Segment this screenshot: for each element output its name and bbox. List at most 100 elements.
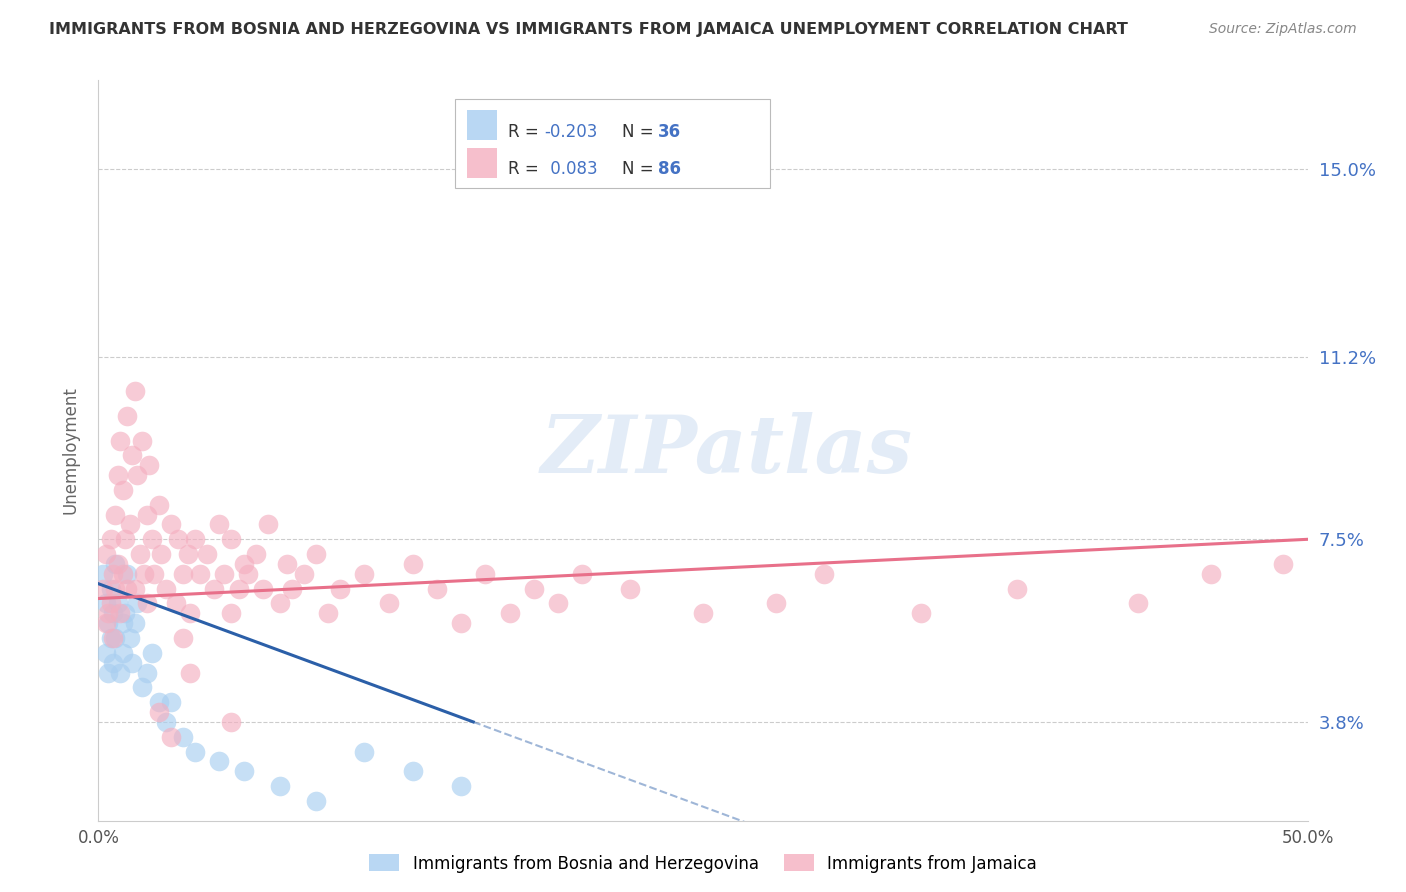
Point [450, 779, 472, 793]
Point [1128, 597, 1150, 611]
FancyBboxPatch shape [467, 148, 498, 178]
Point [179, 665, 201, 680]
Point [100, 582, 122, 596]
Point [523, 582, 546, 596]
Point [111, 483, 134, 497]
Point [160, 517, 183, 532]
Text: 0.083: 0.083 [544, 161, 598, 178]
Point [91, 566, 114, 581]
Point [94, 547, 117, 561]
Point [124, 616, 146, 631]
Point [121, 656, 143, 670]
Point [108, 607, 131, 621]
Point [165, 597, 187, 611]
Point [160, 730, 183, 744]
Legend: Immigrants from Bosnia and Herzegovina, Immigrants from Jamaica: Immigrants from Bosnia and Herzegovina, … [363, 847, 1043, 880]
Point [160, 695, 183, 709]
Point [232, 764, 254, 779]
Point [148, 498, 170, 512]
Point [118, 517, 141, 532]
Point [134, 566, 156, 581]
Point [228, 582, 250, 596]
Point [101, 656, 124, 670]
Point [177, 547, 200, 561]
Point [94, 646, 117, 660]
Point [108, 434, 131, 448]
Point [252, 582, 274, 596]
Point [221, 714, 243, 729]
Point [135, 665, 157, 680]
Text: 36: 36 [658, 123, 682, 141]
Point [402, 764, 425, 779]
Point [111, 646, 134, 660]
Y-axis label: Unemployment: Unemployment [62, 386, 80, 515]
Point [101, 607, 124, 621]
Point [316, 607, 339, 621]
Point [101, 566, 124, 581]
Point [474, 566, 496, 581]
Point [172, 631, 194, 645]
Point [353, 566, 375, 581]
Point [619, 582, 641, 596]
Point [94, 616, 117, 631]
Point [184, 533, 207, 547]
Point [212, 566, 235, 581]
Point [117, 409, 139, 423]
Point [155, 582, 177, 596]
Point [100, 597, 122, 611]
FancyBboxPatch shape [467, 110, 498, 139]
Point [121, 449, 143, 463]
Point [143, 566, 166, 581]
Point [571, 566, 593, 581]
Point [117, 566, 139, 581]
Point [172, 566, 194, 581]
Text: R =: R = [509, 123, 544, 141]
Point [155, 714, 177, 729]
Point [172, 730, 194, 744]
Point [402, 557, 425, 571]
Point [118, 631, 141, 645]
Point [195, 547, 218, 561]
Point [127, 468, 149, 483]
Point [117, 582, 139, 596]
Point [450, 616, 472, 631]
Point [97, 616, 120, 631]
Point [269, 779, 291, 793]
Point [910, 607, 932, 621]
Point [1007, 582, 1029, 596]
Point [329, 582, 352, 596]
Point [131, 434, 153, 448]
Text: ZIPatlas: ZIPatlas [541, 412, 914, 489]
Point [256, 517, 278, 532]
Text: Source: ZipAtlas.com: Source: ZipAtlas.com [1209, 22, 1357, 37]
Text: -0.203: -0.203 [544, 123, 598, 141]
Point [765, 597, 787, 611]
Point [238, 566, 260, 581]
Point [1272, 557, 1295, 571]
Point [135, 508, 157, 522]
Point [184, 745, 207, 759]
Point [108, 665, 131, 680]
Point [124, 384, 146, 399]
Point [245, 547, 267, 561]
Point [131, 681, 153, 695]
Point [498, 607, 520, 621]
Point [94, 597, 117, 611]
Point [97, 607, 120, 621]
Point [179, 607, 201, 621]
Point [128, 547, 150, 561]
Point [150, 547, 173, 561]
Point [167, 533, 190, 547]
Point [1199, 566, 1222, 581]
Point [148, 705, 170, 719]
Point [305, 547, 328, 561]
Point [107, 557, 129, 571]
Point [124, 582, 146, 596]
Point [221, 533, 243, 547]
Point [100, 533, 122, 547]
Point [107, 468, 129, 483]
Point [135, 597, 157, 611]
Point [692, 607, 714, 621]
Point [148, 695, 170, 709]
Point [97, 665, 120, 680]
